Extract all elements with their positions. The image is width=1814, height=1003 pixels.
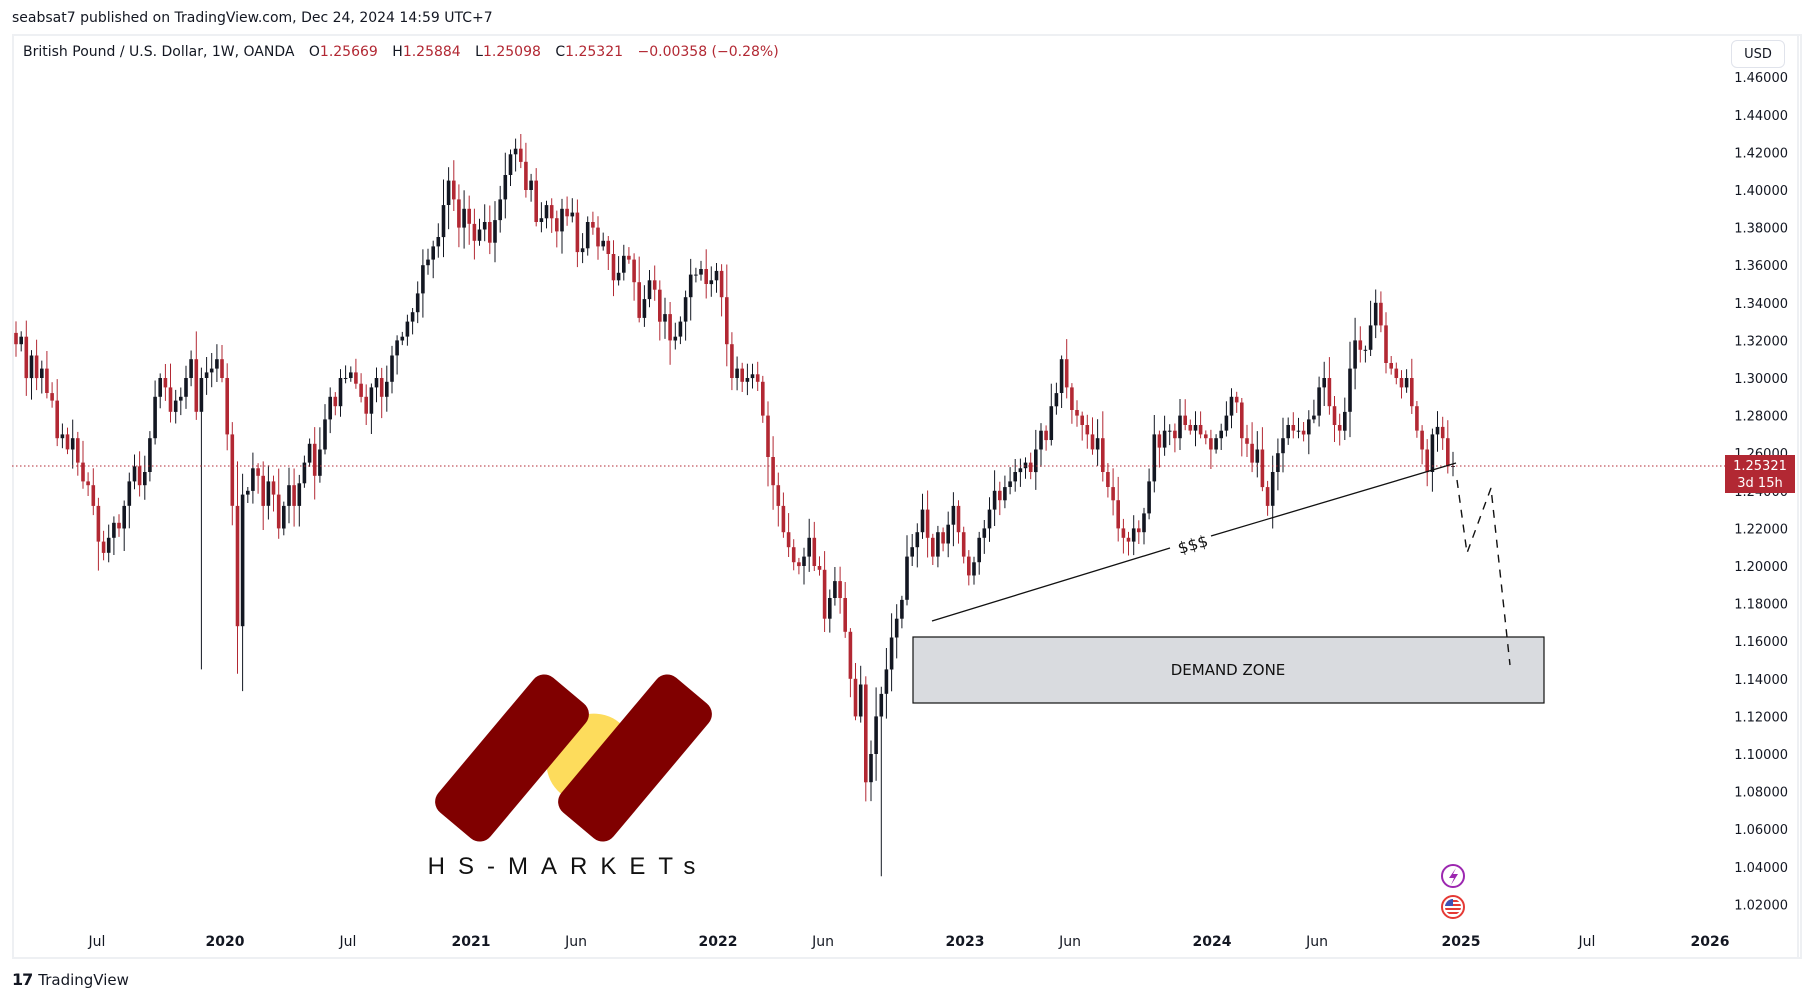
price-tick-label: 1.46000 (1734, 71, 1788, 86)
price-tick-label: 1.34000 (1734, 297, 1788, 312)
close-label: C (555, 44, 566, 60)
price-tick-label: 1.02000 (1734, 898, 1788, 913)
open-label: O (308, 44, 320, 60)
currency-button[interactable]: USD (1731, 40, 1785, 68)
lightning-event-icon[interactable] (1441, 864, 1465, 888)
tradingview-footer[interactable]: 17 TradingView (12, 970, 129, 989)
time-tick-label: 2024 (1193, 934, 1232, 950)
high-value: 1.25884 (402, 44, 461, 60)
symbol-legend: British Pound / U.S. Dollar, 1W, OANDA O… (23, 44, 779, 60)
time-axis[interactable]: Jul 2020 Jul 2021 Jun 2022 Jun 2023 Jun 2024 Jun 20… (88, 934, 1730, 950)
price-tick-label: 1.10000 (1734, 748, 1788, 763)
last-price-value: 1.25321 (1733, 459, 1787, 474)
close-value: 1.25321 (565, 44, 624, 60)
time-tick-label: Jul (339, 934, 357, 950)
time-tick-label: Jul (1578, 934, 1596, 950)
low-value: 1.25098 (482, 44, 541, 60)
time-tick-label: 2025 (1442, 934, 1481, 950)
price-tick-label: 1.30000 (1734, 372, 1788, 387)
price-tick-label: 1.12000 (1734, 710, 1788, 725)
candlestick-series (14, 134, 1455, 877)
price-tick-label: 1.16000 (1734, 635, 1788, 650)
time-tick-label: 2020 (206, 934, 245, 950)
price-tick-label: 1.18000 (1734, 598, 1788, 613)
time-tick-label: 2022 (699, 934, 738, 950)
price-tick-label: 1.08000 (1734, 786, 1788, 801)
time-tick-label: Jun (811, 934, 834, 950)
low-label: L (475, 44, 483, 60)
open-value: 1.25669 (319, 44, 378, 60)
change-value: −0.00358 (−0.28%) (637, 44, 779, 60)
price-axis-separator (1797, 34, 1799, 959)
time-tick-label: Jul (88, 934, 106, 950)
time-tick-label: 2023 (946, 934, 985, 950)
price-tick-label: 1.40000 (1734, 184, 1788, 199)
price-tick-label: 1.44000 (1734, 109, 1788, 124)
price-tick-label: 1.42000 (1734, 146, 1788, 161)
symbol-name: British Pound / U.S. Dollar, 1W, OANDA (23, 44, 295, 60)
price-tick-label: 1.20000 (1734, 560, 1788, 575)
demand-zone-label: DEMAND ZONE (1171, 661, 1286, 679)
liquidity-label: $$$ (1176, 531, 1211, 558)
time-tick-label: Jun (564, 934, 587, 950)
price-axis[interactable]: 1.46000 1.44000 1.42000 1.40000 1.38000 1.360… (1734, 71, 1788, 913)
tradingview-brand: TradingView (38, 970, 129, 989)
time-tick-label: Jun (1058, 934, 1081, 950)
watermark-brand-text: HS-MARKETs (428, 853, 709, 880)
price-tick-label: 1.06000 (1734, 823, 1788, 838)
price-tick-label: 1.22000 (1734, 522, 1788, 537)
time-tick-label: 2021 (452, 934, 491, 950)
hs-markets-logo-watermark: HS-MARKETs (428, 674, 712, 880)
time-tick-label: 2026 (1691, 934, 1730, 950)
chart-frame (12, 34, 1802, 959)
demand-zone[interactable]: DEMAND ZONE (912, 636, 1545, 704)
price-tick-label: 1.32000 (1734, 334, 1788, 349)
price-tick-label: 1.36000 (1734, 259, 1788, 274)
high-label: H (392, 44, 403, 60)
us-flag-economic-event-icon[interactable] (1441, 895, 1465, 919)
publisher-caption: seabsat7 published on TradingView.com, D… (12, 10, 493, 26)
time-tick-label: Jun (1305, 934, 1328, 950)
projected-path-dashed[interactable] (1456, 479, 1511, 666)
price-tick-label: 1.28000 (1734, 410, 1788, 425)
bar-countdown: 3d 15h (1737, 476, 1782, 491)
price-tick-label: 1.04000 (1734, 861, 1788, 876)
price-tick-label: 1.38000 (1734, 222, 1788, 237)
tradingview-logo-icon: 17 (12, 970, 33, 989)
price-tick-label: 1.14000 (1734, 673, 1788, 688)
last-price-tag: 1.25321 3d 15h (1725, 455, 1795, 493)
